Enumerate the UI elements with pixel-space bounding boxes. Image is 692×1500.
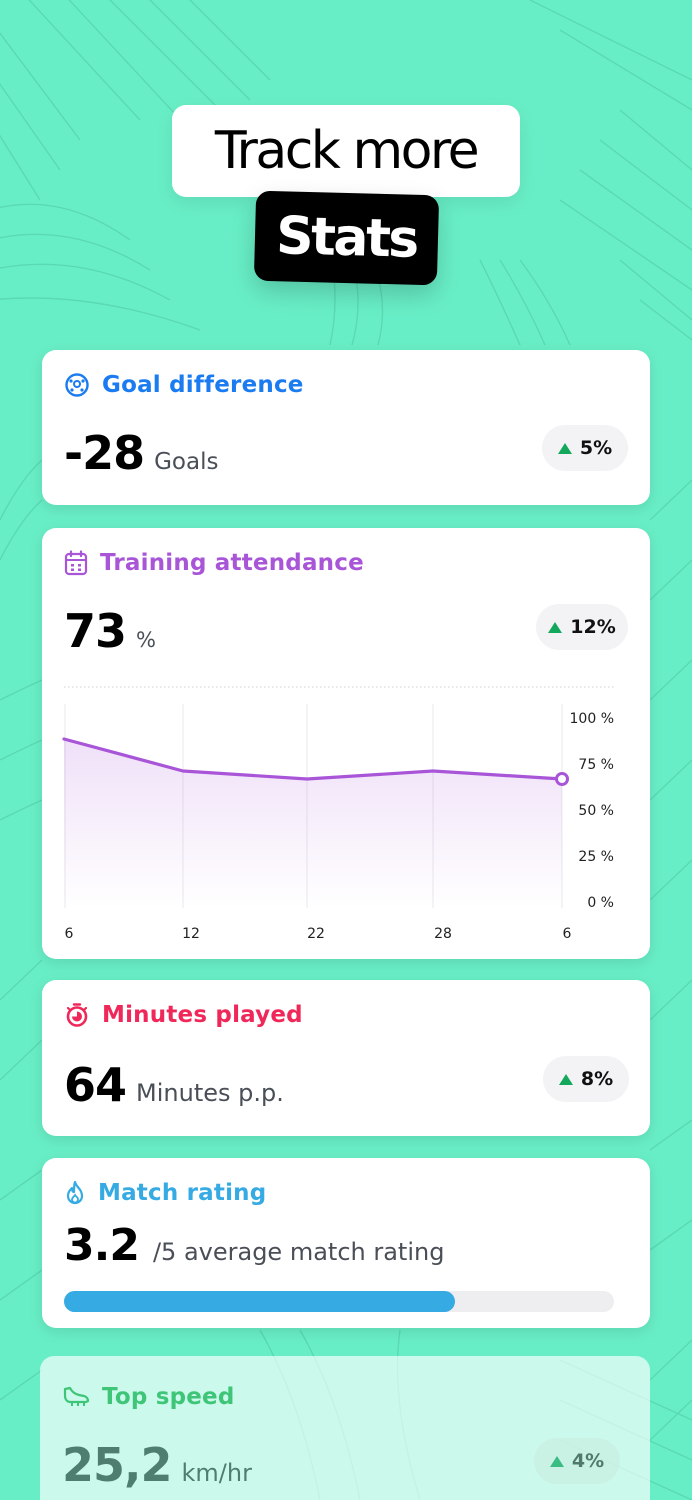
card-title-text: Goal difference [102, 372, 304, 398]
svg-text:50 %: 50 % [578, 803, 614, 819]
card-title-text: Match rating [98, 1180, 267, 1206]
rating-progress-track [64, 1291, 614, 1312]
trend-up-icon [549, 1455, 564, 1467]
svg-text:0 %: 0 % [587, 895, 614, 911]
card-goal-difference[interactable]: Goal difference -28 Goals 5% [42, 350, 650, 505]
card-title-text: Training attendance [100, 550, 364, 576]
chart-last-point-marker [555, 772, 569, 786]
chart-area-fill [64, 739, 562, 908]
value-row: 25,2 km/hr [62, 1438, 252, 1492]
chart-line [62, 737, 564, 781]
trend-up-icon [558, 1073, 573, 1085]
card-title-minutes-played: Minutes played [64, 1002, 303, 1028]
goal-difference-value: -28 [64, 426, 145, 480]
soccer-ball-icon [64, 372, 90, 398]
rating-progress-fill [64, 1291, 455, 1312]
change-badge: 4% [534, 1438, 620, 1484]
change-badge: 8% [543, 1056, 629, 1102]
value-row: -28 Goals [64, 426, 218, 480]
headline-line2: Stats [253, 190, 440, 286]
chart-x-axis-labels: 6 12 22 28 6 [65, 926, 572, 942]
value-row: 73 % [64, 604, 156, 658]
attendance-chart: 100 % 75 % 50 % 25 % 0 % 6 12 22 28 6 [62, 686, 614, 942]
stopwatch-icon [64, 1002, 90, 1028]
change-value: 12% [570, 616, 616, 638]
rating-unit: /5 average match rating [152, 1238, 445, 1266]
chart-y-axis-labels: 100 % 75 % 50 % 25 % 0 % [570, 711, 614, 911]
svg-text:25 %: 25 % [578, 849, 614, 865]
card-match-rating[interactable]: Match rating 3.2 /5 average match rating [42, 1158, 650, 1328]
card-title-match-rating: Match rating [64, 1180, 266, 1206]
value-row: 64 Minutes p.p. [64, 1058, 284, 1112]
card-title-text: Minutes played [102, 1002, 303, 1028]
card-top-speed[interactable]: Top speed 25,2 km/hr 4% [40, 1356, 650, 1500]
svg-text:6: 6 [65, 926, 74, 942]
change-value: 8% [580, 1068, 614, 1090]
change-value: 4% [571, 1450, 605, 1472]
svg-text:22: 22 [307, 926, 325, 942]
svg-text:28: 28 [434, 926, 452, 942]
svg-text:75 %: 75 % [578, 757, 614, 773]
change-value: 5% [579, 437, 613, 459]
change-badge: 12% [536, 604, 628, 650]
attendance-value: 73 [64, 604, 127, 658]
minutes-unit: Minutes p.p. [136, 1079, 284, 1107]
calendar-icon [64, 550, 88, 576]
rating-value: 3.2 [64, 1220, 140, 1271]
minutes-value: 64 [64, 1058, 127, 1112]
change-badge: 5% [542, 425, 628, 471]
svg-text:100 %: 100 % [570, 711, 614, 727]
card-title-training-attendance: Training attendance [64, 550, 364, 576]
card-title-goal-difference: Goal difference [64, 372, 304, 398]
svg-text:12: 12 [182, 926, 200, 942]
value-row: 3.2 /5 average match rating [64, 1220, 444, 1271]
card-training-attendance[interactable]: Training attendance 73 % 12% 100 % 75 % [42, 528, 650, 959]
card-title-top-speed: Top speed [62, 1384, 235, 1410]
trend-up-icon [557, 442, 572, 454]
speed-value: 25,2 [62, 1438, 172, 1492]
goal-difference-unit: Goals [154, 449, 219, 475]
svg-text:6: 6 [563, 926, 572, 942]
speed-unit: km/hr [181, 1459, 252, 1487]
flame-icon [64, 1180, 86, 1206]
card-minutes-played[interactable]: Minutes played 64 Minutes p.p. 8% [42, 980, 650, 1136]
card-title-text: Top speed [102, 1384, 235, 1410]
headline-line1: Track more [172, 105, 520, 197]
attendance-unit: % [136, 628, 156, 652]
football-boot-icon [62, 1385, 90, 1409]
trend-up-icon [548, 621, 563, 633]
